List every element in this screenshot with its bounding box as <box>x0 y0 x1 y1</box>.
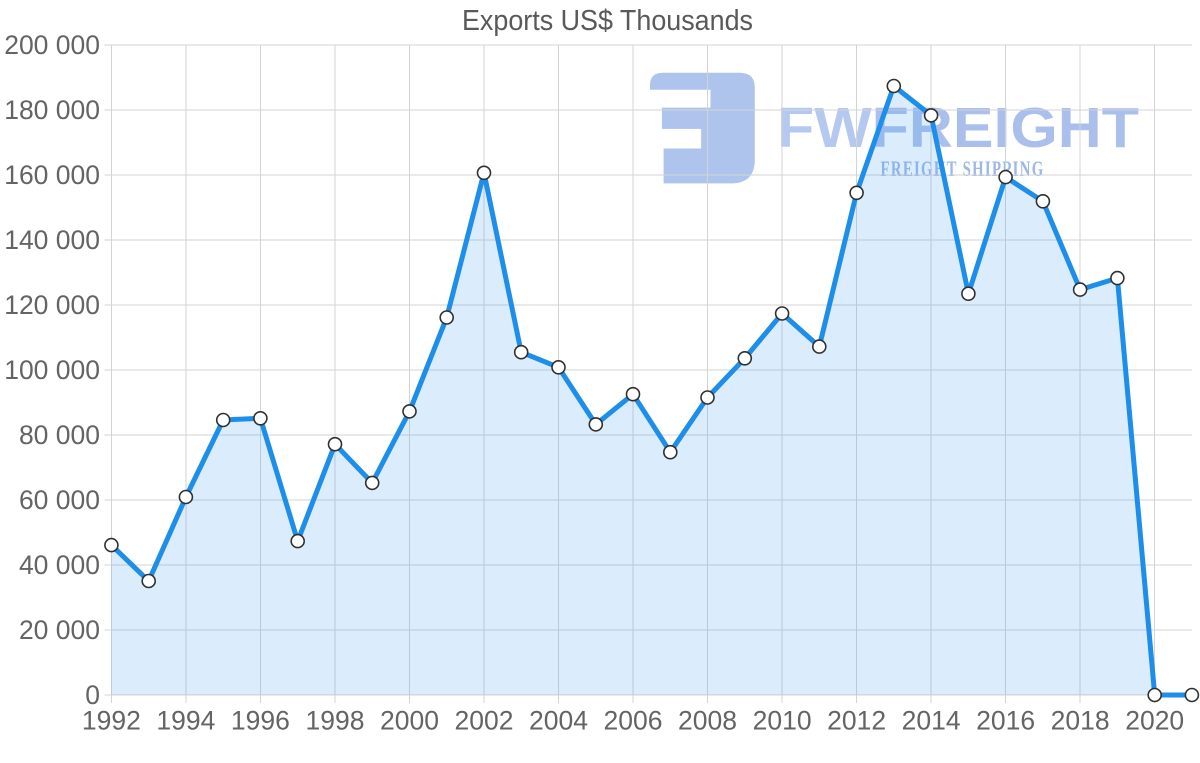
svg-text:20 000: 20 000 <box>19 615 100 645</box>
svg-text:1994: 1994 <box>156 706 215 736</box>
svg-text:Exports US$ Thousands: Exports US$ Thousands <box>462 5 753 37</box>
svg-text:1992: 1992 <box>82 706 141 736</box>
svg-text:200 000: 200 000 <box>4 30 100 60</box>
svg-text:2002: 2002 <box>455 706 514 736</box>
svg-text:160 000: 160 000 <box>4 160 100 190</box>
svg-text:FREIGHT SHIPPING: FREIGHT SHIPPING <box>881 156 1045 181</box>
svg-text:1998: 1998 <box>306 706 365 736</box>
svg-text:100 000: 100 000 <box>4 355 100 385</box>
svg-text:0: 0 <box>85 680 100 710</box>
svg-text:60 000: 60 000 <box>19 485 100 515</box>
svg-text:80 000: 80 000 <box>19 420 100 450</box>
svg-text:120 000: 120 000 <box>4 290 100 320</box>
svg-text:2014: 2014 <box>902 706 961 736</box>
svg-text:40 000: 40 000 <box>19 550 100 580</box>
svg-text:2020: 2020 <box>1125 706 1184 736</box>
svg-text:180 000: 180 000 <box>4 95 100 125</box>
svg-text:2018: 2018 <box>1051 706 1110 736</box>
svg-text:2004: 2004 <box>529 706 588 736</box>
svg-text:140 000: 140 000 <box>4 225 100 255</box>
svg-text:1996: 1996 <box>231 706 290 736</box>
svg-text:2012: 2012 <box>827 706 886 736</box>
svg-text:2008: 2008 <box>678 706 737 736</box>
svg-text:2000: 2000 <box>380 706 439 736</box>
svg-text:2016: 2016 <box>976 706 1035 736</box>
svg-text:2006: 2006 <box>604 706 663 736</box>
svg-text:2010: 2010 <box>753 706 812 736</box>
